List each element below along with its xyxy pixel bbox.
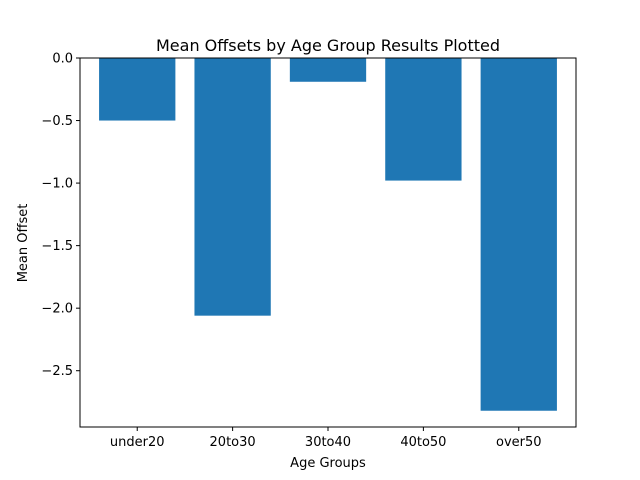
- x-tick-label-30to40: 30to40: [305, 435, 351, 450]
- x-tick-label-20to30: 20to30: [210, 435, 256, 450]
- y-axis-label: Mean Offset: [16, 204, 31, 283]
- x-tick-label-40to50: 40to50: [400, 435, 446, 450]
- x-tick-label-over50: over50: [496, 435, 542, 450]
- bars-group: [99, 58, 557, 411]
- y-tick-label: −1.5: [41, 239, 73, 254]
- bar-30to40: [289, 58, 367, 82]
- bar-over50: [480, 58, 557, 411]
- bar-under20: [99, 58, 176, 121]
- chart-title: Mean Offsets by Age Group Results Plotte…: [156, 36, 500, 55]
- x-axis-ticks: under20 20to30 30to40 40to50 over50: [110, 427, 542, 450]
- y-tick-label: −2.5: [41, 364, 73, 379]
- bar-20to30: [194, 58, 271, 316]
- x-axis-label: Age Groups: [290, 456, 366, 471]
- y-tick-label: −1.0: [41, 177, 73, 192]
- y-axis-ticks: 0.0 −0.5 −1.0 −1.5 −2.0 −2.5: [41, 52, 80, 379]
- y-tick-label: −2.0: [41, 302, 73, 317]
- bar-40to50: [385, 58, 462, 181]
- x-tick-label-under20: under20: [110, 435, 165, 450]
- y-tick-label: −0.5: [41, 114, 73, 129]
- y-tick-label: 0.0: [52, 52, 73, 67]
